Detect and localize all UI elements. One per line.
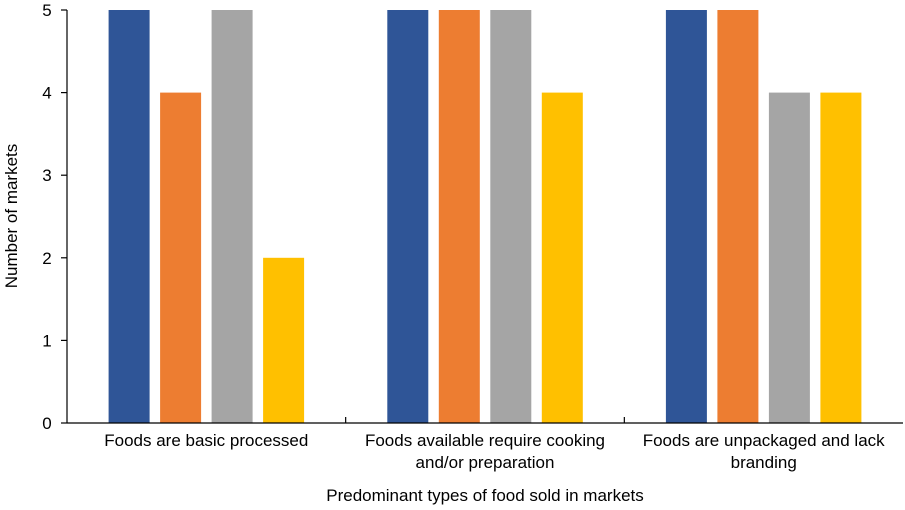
category-label: Foods available require cooking and/or pr… (365, 431, 605, 472)
bar-series3-cat3 (768, 92, 810, 423)
category-label-line: Foods available require cooking (365, 431, 605, 450)
category-labels: Foods are basic processed Foods available… (104, 431, 885, 472)
y-ticks: 0 1 2 3 4 5 (42, 1, 67, 433)
y-tick-label: 2 (42, 249, 51, 268)
category-label: Foods are basic processed (104, 431, 308, 450)
bar-series1-cat3 (665, 10, 707, 423)
bar-series1-cat1 (108, 10, 150, 423)
category-label: Foods are unpackaged and lack branding (643, 431, 885, 472)
x-axis-title: Predominant types of food sold in market… (326, 486, 644, 505)
y-tick-label: 3 (42, 166, 51, 185)
bar-series2-cat3 (717, 10, 759, 423)
category-label-line: branding (731, 453, 797, 472)
bar-series3-cat1 (211, 10, 253, 423)
category-label-line: and/or preparation (416, 453, 555, 472)
y-tick-label: 5 (42, 1, 51, 20)
y-tick-label: 4 (42, 84, 51, 103)
y-tick-label: 1 (42, 331, 51, 350)
y-axis-title: Number of markets (2, 144, 21, 289)
bar-series2-cat1 (160, 92, 202, 423)
bar-series1-cat2 (387, 10, 429, 423)
bar-series4-cat1 (263, 257, 305, 423)
bars (108, 10, 862, 423)
y-tick-label: 0 (42, 414, 51, 433)
category-label-line: Foods are unpackaged and lack (643, 431, 885, 450)
bar-series4-cat2 (541, 92, 583, 423)
bar-series4-cat3 (820, 92, 862, 423)
axes (66, 10, 903, 424)
category-label-line: Foods are basic processed (104, 431, 308, 450)
x-ticks (345, 417, 625, 423)
bar-series3-cat2 (490, 10, 532, 423)
bar-series2-cat2 (438, 10, 480, 423)
